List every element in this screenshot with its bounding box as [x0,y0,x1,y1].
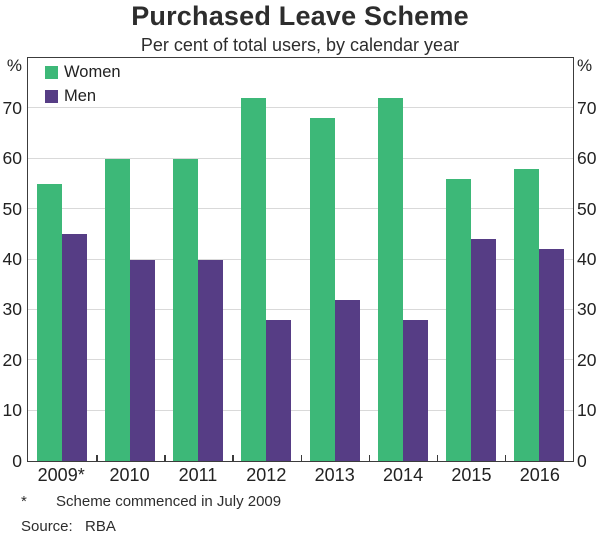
bar-women [309,118,335,461]
legend-label: Men [64,87,97,105]
page-title: Purchased Leave Scheme [131,1,469,31]
x-axis-label: 2011 [178,465,218,485]
gridline [28,308,573,310]
gridline [28,359,573,361]
gridline [28,157,573,159]
x-axis-tick [300,455,302,461]
source-line: Source: RBA [21,518,116,535]
gridline [28,208,573,210]
bar-men [538,249,564,461]
y-tick-label: 70 [577,97,597,118]
y-tick-label: 20 [2,349,22,370]
y-axis-left: % 0 10 20 30 40 50 60 70 [0,56,25,469]
y-tick-label: 30 [2,299,22,320]
bar-women [241,98,267,461]
x-axis-label: 2009* [37,465,85,485]
gridline [28,409,573,411]
bar-group [301,58,369,461]
bar-men [402,319,428,461]
x-axis-label: 2013 [314,465,355,485]
y-axis-right: % 0 10 20 30 40 50 60 70 [577,56,600,469]
bar-group [437,58,505,461]
y-tick-label: 10 [2,400,22,421]
bar-women [37,183,63,461]
percent-label-right: % [577,56,593,75]
bar-men [266,319,292,461]
x-axis-tick [232,455,234,461]
bar-group [96,58,164,461]
bar-group [232,58,300,461]
y-tick-label: 50 [2,198,22,219]
x-axis-tick [368,455,371,461]
source-value: RBA [85,518,116,535]
footnote-marker: * [21,493,27,510]
chart-subtitle: Per cent of total users, by calendar yea… [140,35,460,55]
bar-group [505,58,573,461]
x-axis-label: 2010 [109,465,150,485]
bar-women [377,98,403,461]
bar-men [130,259,156,461]
bar-group [164,58,232,461]
y-tick-label: 0 [12,450,22,471]
legend-label: Women [64,63,121,81]
bar-groups [28,58,573,461]
bar-women [445,178,471,461]
x-axis-label: 2015 [451,465,492,485]
footnote: * Scheme commenced in July 2009 [21,493,281,510]
legend-item-men: Men [45,87,121,106]
y-tick-label: 30 [577,299,597,320]
gridline [28,107,573,109]
x-axis-tick [504,455,507,461]
y-tick-label: 40 [2,249,22,269]
bar-men [470,239,496,461]
y-tick-label: 60 [577,148,597,169]
x-axis-tick [436,455,439,461]
legend-swatch-icon [45,90,58,103]
bar-group [369,58,437,461]
x-axis-label: 2014 [383,465,424,485]
y-tick-label: 70 [2,97,22,118]
x-axis-tick [164,455,166,461]
legend-item-women: Women [45,63,121,82]
bar-women [105,158,131,461]
footnote-text: Scheme commenced in July 2009 [56,493,282,510]
x-axis-label: 2016 [519,465,560,485]
y-tick-label: 10 [577,400,597,421]
legend-swatch-icon [45,66,58,79]
bar-men [334,299,360,461]
legend: Women Men [45,63,121,106]
y-tick-label: 0 [577,450,587,471]
source-label: Source: [21,518,73,535]
y-tick-label: 60 [2,148,22,169]
bar-men [62,234,88,461]
bar-women [173,158,199,461]
x-axis-tick [96,455,98,461]
bar-group [28,58,96,461]
percent-label-left: % [6,56,22,75]
bar-men [198,259,224,461]
x-axis-labels: 2009* 2010 2011 2012 2013 2014 2015 2016 [27,465,574,486]
y-tick-label: 40 [577,249,597,269]
y-tick-label: 20 [577,349,597,370]
y-tick-label: 50 [577,198,597,219]
gridline [28,258,573,260]
x-axis-label: 2012 [246,465,287,485]
bar-women [513,168,539,461]
plot-area: Women Men [27,57,574,462]
